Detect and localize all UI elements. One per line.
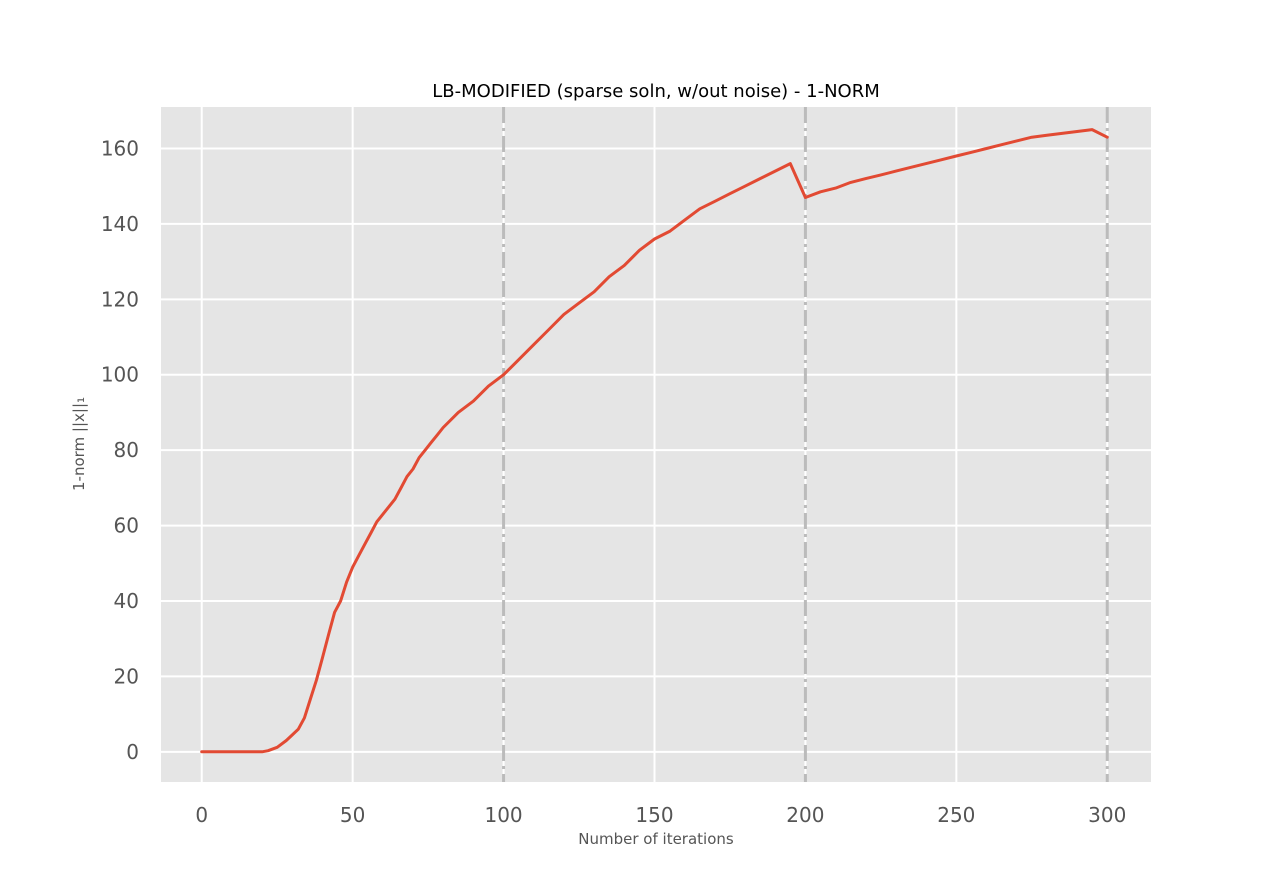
x-tick-label: 0 <box>195 803 208 827</box>
x-tick-labels: 0 50 100 150 200 250 300 <box>195 803 1126 827</box>
y-tick-label: 100 <box>101 363 139 387</box>
series-group <box>200 128 1109 754</box>
y-axis-label: 1-norm ||x||₁ <box>70 397 88 491</box>
x-gridlines <box>200 107 1109 782</box>
y-gridlines <box>161 147 1151 753</box>
y-tick-label: 0 <box>126 740 139 764</box>
plot-background <box>161 107 1151 782</box>
iteration-markers <box>502 107 1109 782</box>
y-tick-label: 160 <box>101 136 139 160</box>
chart-title: LB-MODIFIED (sparse soln, w/out noise) -… <box>432 81 879 102</box>
y-tick-label: 140 <box>101 212 139 236</box>
x-tick-label: 200 <box>786 803 824 827</box>
y-tick-labels: 0 20 40 60 80 100 120 140 160 <box>101 136 139 763</box>
x-axis-label: Number of iterations <box>578 830 734 848</box>
y-tick-label: 80 <box>114 438 139 462</box>
x-tick-label: 300 <box>1088 803 1126 827</box>
y-tick-label: 120 <box>101 287 139 311</box>
series-line <box>200 128 1109 754</box>
y-tick-label: 40 <box>114 589 139 613</box>
x-tick-label: 150 <box>635 803 673 827</box>
x-tick-label: 100 <box>484 803 522 827</box>
x-tick-label: 250 <box>937 803 975 827</box>
y-tick-label: 60 <box>114 514 139 538</box>
x-tick-label: 50 <box>340 803 365 827</box>
y-tick-label: 20 <box>114 664 139 688</box>
